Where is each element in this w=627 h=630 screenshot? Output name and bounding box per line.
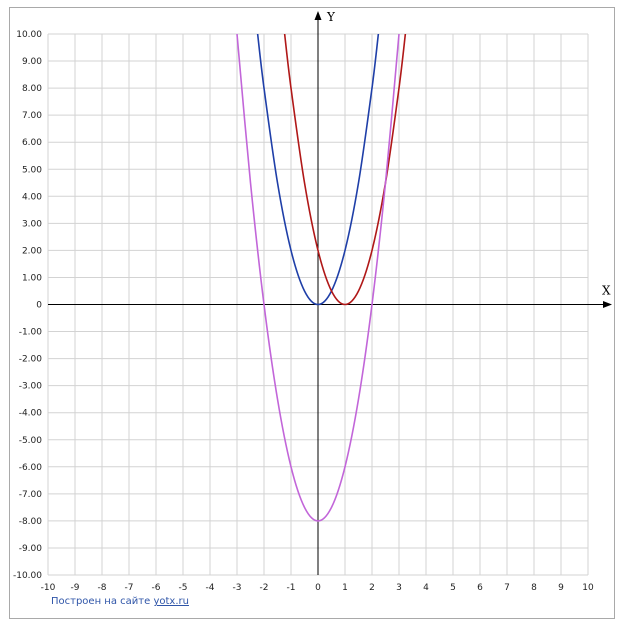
x-tick-label: -2: [260, 583, 269, 593]
x-tick-label: -10: [41, 583, 56, 593]
series-line-3: [236, 34, 400, 522]
credit-text: Построен на сайте: [51, 596, 151, 607]
x-tick-label: -9: [71, 583, 80, 593]
y-tick-label: 9.00: [22, 57, 42, 67]
y-axis-label: Y: [326, 10, 336, 24]
tick-labels: -10 -9 -8 -7 -6 -5 -4 -3 -2 -1 0 1 2 3 4 5 6 7 8 9 1010.009.…: [13, 30, 594, 593]
y-tick-label: -3.00: [19, 382, 43, 392]
credit-link[interactable]: yotx.ru: [153, 596, 189, 607]
series-curves: [236, 34, 407, 522]
y-tick-label: 0: [36, 301, 42, 311]
chart-frame: [9, 7, 615, 619]
x-tick-label: 0: [315, 583, 321, 593]
x-axis-label: X: [602, 284, 611, 298]
x-tick-label: 10: [582, 583, 594, 593]
x-tick-label: 8: [531, 583, 537, 593]
y-tick-label: 5.00: [22, 165, 42, 175]
series-line-2: [283, 34, 407, 306]
y-tick-label: -10.00: [13, 571, 42, 581]
credit-line: Построен на сайте yotx.ru: [51, 596, 189, 607]
x-tick-label: -8: [98, 583, 107, 593]
x-tick-label: -1: [287, 583, 296, 593]
y-tick-label: -9.00: [19, 544, 43, 554]
x-tick-label: 4: [423, 583, 429, 593]
x-tick-label: -7: [125, 583, 134, 593]
y-tick-label: 8.00: [22, 84, 42, 94]
y-tick-label: 10.00: [16, 30, 42, 40]
y-tick-label: 3.00: [22, 219, 42, 229]
x-tick-label: -3: [233, 583, 242, 593]
x-tick-label: -5: [179, 583, 188, 593]
x-axis-arrow: [603, 301, 612, 308]
y-tick-label: 4.00: [22, 192, 42, 202]
x-tick-label: -6: [152, 583, 161, 593]
x-tick-label: 7: [504, 583, 510, 593]
y-tick-label: -1.00: [19, 328, 43, 338]
y-tick-label: 1.00: [22, 273, 42, 283]
y-tick-label: -6.00: [19, 463, 43, 473]
y-tick-label: -4.00: [19, 409, 43, 419]
y-tick-label: -5.00: [19, 436, 43, 446]
axes: X Y: [48, 10, 612, 575]
series-line-1: [256, 34, 380, 306]
y-tick-label: -8.00: [19, 517, 43, 527]
x-tick-label: 9: [558, 583, 564, 593]
y-tick-label: -2.00: [19, 355, 43, 365]
x-tick-label: 3: [396, 583, 402, 593]
y-tick-label: 6.00: [22, 138, 42, 148]
x-tick-label: -4: [206, 583, 215, 593]
x-tick-label: 5: [450, 583, 456, 593]
y-tick-label: 2.00: [22, 246, 42, 256]
y-tick-label: -7.00: [19, 490, 43, 500]
y-axis-arrow: [314, 11, 322, 20]
x-tick-label: 1: [342, 583, 348, 593]
y-tick-label: 7.00: [22, 111, 42, 121]
x-tick-label: 6: [477, 583, 483, 593]
x-tick-label: 2: [369, 583, 375, 593]
